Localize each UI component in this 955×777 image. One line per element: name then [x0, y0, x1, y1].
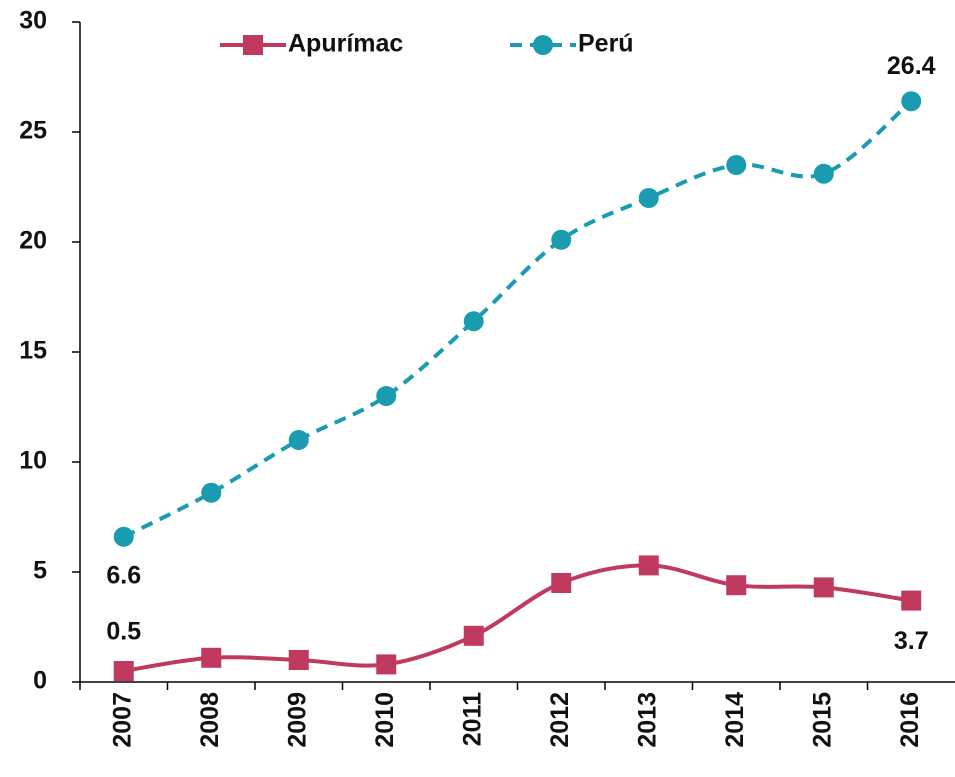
x-tick-label: 2008	[196, 692, 224, 748]
x-tick-label: 2010	[371, 692, 399, 748]
x-tick-label: 2014	[721, 692, 749, 748]
y-tick-label: 0	[33, 667, 47, 695]
data-label: 3.7	[894, 627, 929, 655]
legend-label: Apurímac	[288, 30, 403, 58]
data-label: 0.5	[106, 618, 141, 646]
marker	[551, 229, 572, 250]
marker	[726, 155, 747, 175]
marker	[288, 430, 309, 450]
x-tick-label: 2016	[896, 692, 924, 748]
marker	[638, 555, 659, 576]
marker	[551, 573, 572, 593]
marker	[463, 625, 484, 646]
marker	[376, 654, 397, 675]
series-line	[122, 99, 913, 539]
marker	[813, 577, 834, 598]
marker	[901, 590, 922, 611]
x-tick-label: 2013	[633, 692, 661, 748]
marker	[901, 91, 922, 112]
x-tick-label: 2007	[108, 692, 136, 748]
marker	[376, 386, 397, 406]
marker	[243, 35, 263, 55]
marker	[113, 526, 134, 547]
marker	[201, 647, 222, 668]
y-tick-label: 20	[19, 227, 47, 255]
marker	[533, 35, 553, 55]
marker	[113, 661, 134, 681]
marker	[463, 311, 484, 332]
x-tick-label: 2011	[458, 692, 486, 746]
y-tick-label: 25	[19, 117, 47, 145]
y-tick-label: 5	[33, 557, 47, 585]
marker	[288, 650, 309, 670]
y-tick-label: 30	[19, 7, 47, 35]
marker	[726, 575, 747, 596]
legend-label: Perú	[578, 30, 634, 58]
x-tick-label: 2015	[808, 692, 836, 748]
marker	[201, 482, 222, 503]
x-tick-label: 2009	[283, 692, 311, 748]
y-tick-label: 15	[19, 337, 47, 365]
y-tick-label: 10	[19, 447, 47, 475]
series-line	[123, 563, 912, 673]
data-label: 26.4	[887, 52, 936, 80]
marker	[813, 163, 834, 184]
data-label: 6.6	[106, 561, 141, 589]
marker	[638, 188, 659, 208]
x-tick-label: 2012	[546, 692, 574, 748]
